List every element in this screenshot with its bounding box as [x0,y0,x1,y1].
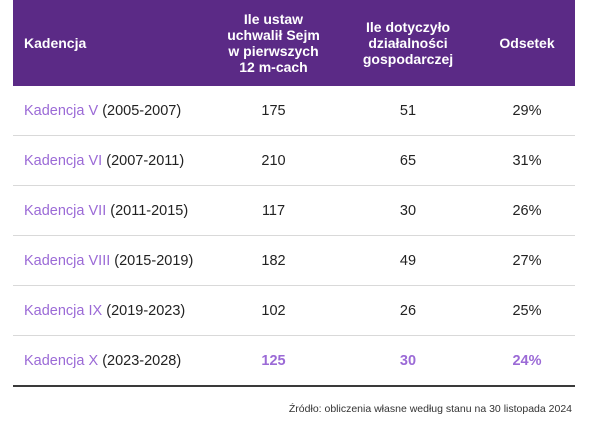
kadencja-years: (2015-2019) [114,252,194,269]
cell-dzialalnosc: 26 [337,285,479,336]
table-row: Kadencja VI (2007-2011) 210 65 31% [13,135,575,186]
kadencja-name: Kadencja X [24,352,99,369]
cell-odsetek: 29% [479,86,575,136]
cell-ustawy: 175 [210,86,337,136]
cell-ustawy: 210 [210,135,337,186]
cell-odsetek: 25% [479,285,575,336]
table-row: Kadencja VII (2011-2015) 117 30 26% [13,185,575,236]
kadencja-name: Kadencja VI [24,152,103,169]
header-ile-ustaw-line-2: uchwalił Sejm [227,27,320,43]
cell-ustawy: 125 [210,335,337,387]
data-table-container: Kadencja Ile ustaw uchwalił Sejm w pierw… [13,0,575,387]
kadencja-name: Kadencja V [24,102,99,119]
kadencja-name: Kadencja VIII [24,252,111,269]
table-row: Kadencja V (2005-2007) 175 51 29% [13,86,575,136]
source-note: Źródło: obliczenia własne według stanu n… [288,403,572,415]
header-kadencja: Kadencja [24,35,87,51]
cell-odsetek: 24% [479,335,575,387]
cell-ustawy: 102 [210,285,337,336]
cell-kadencja: Kadencja IX (2019-2023) [13,285,210,336]
kadencje-table: Kadencja Ile ustaw uchwalił Sejm w pierw… [13,0,575,387]
cell-dzialalnosc: 49 [337,235,479,286]
table-row: Kadencja VIII (2015-2019) 182 49 27% [13,235,575,286]
header-dzialalnosc-line-1: Ile dotyczyło [365,19,451,35]
cell-dzialalnosc: 30 [337,335,479,387]
table-row-current: Kadencja X (2023-2028) 125 30 24% [13,335,575,387]
kadencja-years: (2023-2028) [102,352,182,369]
header-dzialalnosc-line-2: działalności [368,35,448,51]
header-ile-ustaw-line-1: Ile ustaw [243,11,304,27]
cell-kadencja: Kadencja VII (2011-2015) [13,185,210,236]
table-row: Kadencja IX (2019-2023) 102 26 25% [13,285,575,336]
cell-kadencja: Kadencja V (2005-2007) [13,86,210,136]
kadencja-years: (2019-2023) [106,302,186,319]
cell-odsetek: 26% [479,185,575,236]
cell-kadencja: Kadencja VI (2007-2011) [13,135,210,186]
kadencja-years: (2005-2007) [102,102,182,119]
cell-dzialalnosc: 51 [337,86,479,136]
cell-kadencja: Kadencja VIII (2015-2019) [13,235,210,286]
cell-kadencja: Kadencja X (2023-2028) [13,335,210,387]
kadencja-years: (2011-2015) [110,202,189,219]
kadencja-years: (2007-2011) [106,152,185,169]
cell-ustawy: 117 [210,185,337,236]
table-header-row: Kadencja Ile ustaw uchwalił Sejm w pierw… [13,0,575,86]
kadencja-name: Kadencja VII [24,202,107,219]
cell-dzialalnosc: 65 [337,135,479,186]
header-ile-ustaw-line-3: w pierwszych [228,43,319,59]
header-ile-ustaw: Ile ustaw uchwalił Sejm w pierwszych 12 … [210,0,337,86]
cell-odsetek: 27% [479,235,575,286]
header-odsetek: Odsetek [499,35,555,51]
cell-ustawy: 182 [210,235,337,286]
kadencja-name: Kadencja IX [24,302,103,319]
header-ile-ustaw-line-4: 12 m-cach [239,59,308,75]
cell-dzialalnosc: 30 [337,185,479,236]
header-dzialalnosc: Ile dotyczyło działalności gospodarczej [337,0,479,86]
header-dzialalnosc-line-3: gospodarczej [362,51,454,67]
cell-odsetek: 31% [479,135,575,186]
